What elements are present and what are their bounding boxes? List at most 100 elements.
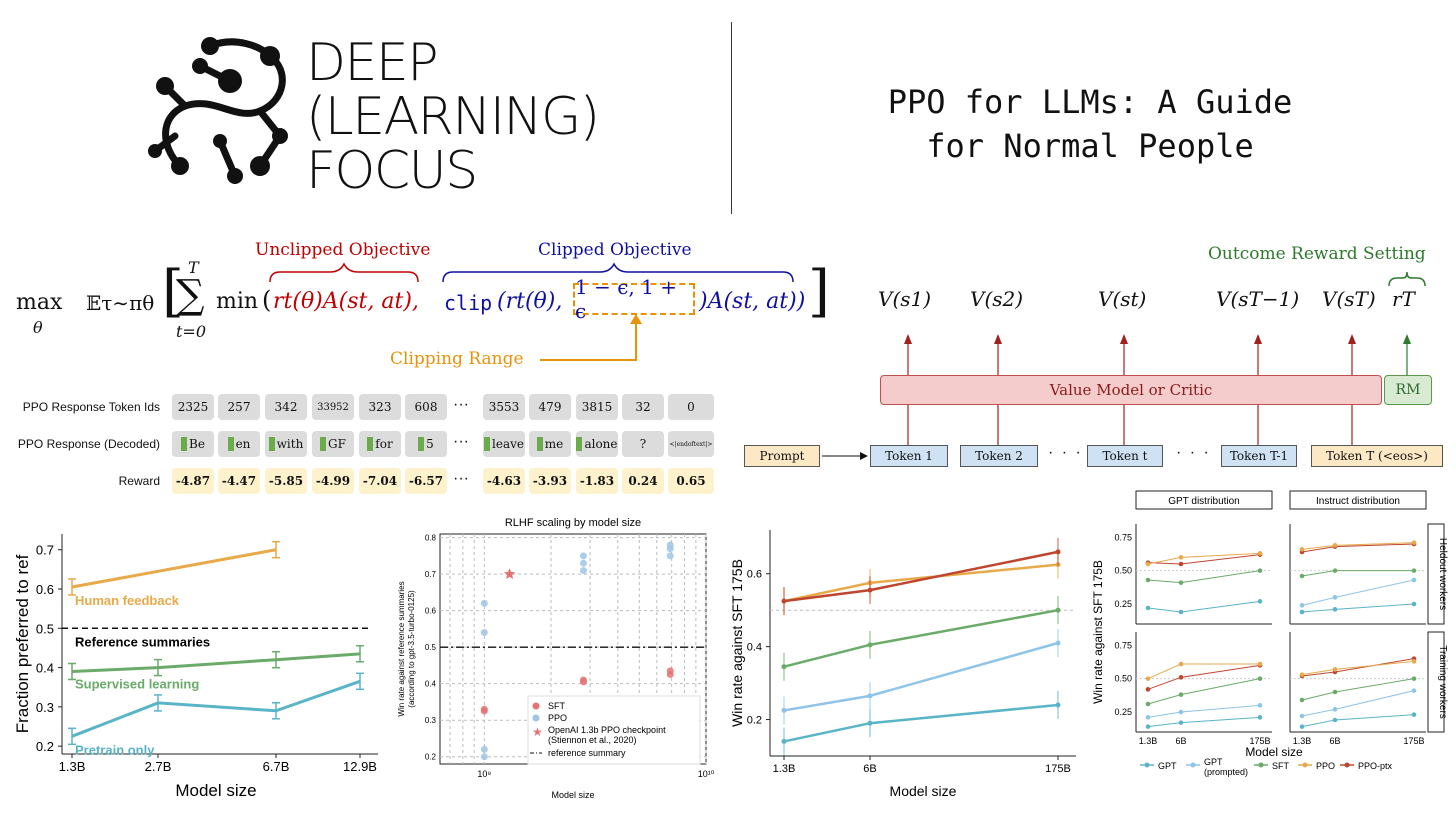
series-line (783, 608, 1059, 668)
outcome-brace (1388, 271, 1426, 287)
series-line (1301, 543, 1415, 553)
x-tick-label: 175B (1403, 736, 1424, 746)
data-point (1299, 697, 1305, 703)
y-tick-label: 0.6 (747, 569, 762, 581)
data-point (1178, 692, 1184, 697)
y-tick-label: 0.4 (36, 661, 54, 676)
token-text: -1.83 (579, 474, 615, 488)
legend-marker (1144, 762, 1150, 768)
token-text: 5 (426, 437, 434, 451)
token-text: 257 (227, 400, 251, 414)
series-line (1147, 663, 1260, 680)
expectation: 𝔼τ∼πθ (86, 291, 155, 315)
legend-marker (1302, 762, 1308, 768)
space-marker-icon (227, 437, 234, 451)
arrowhead-icon (1348, 334, 1356, 344)
token-text: 33952 (317, 401, 349, 413)
token-decoded-cell: with (265, 431, 307, 457)
data-point (867, 720, 873, 726)
series-line (71, 679, 361, 738)
data-point (1055, 549, 1061, 555)
token-ids-cell: 257 (218, 394, 260, 420)
rm-box: RM (1384, 375, 1432, 405)
min-operator: min (216, 289, 259, 314)
token-ids-cell: 0 (668, 394, 714, 420)
data-point (1178, 580, 1184, 585)
token-text: -6.57 (408, 474, 444, 488)
value-label-T: V(sT) (1322, 287, 1376, 311)
legend-label: OpenAI 1.3b PPO checkpoint (548, 725, 666, 735)
data-point (1332, 667, 1338, 672)
chart-rlhf-scaling: RLHF scaling by model size 0.2 0.3 0.4 0.5 0.… (397, 517, 715, 800)
series-line (1147, 600, 1261, 613)
token-ids-cell: 3553 (483, 394, 525, 420)
data-point (781, 664, 787, 670)
arrowhead-icon (860, 452, 868, 460)
token-decoded-cell: me (529, 431, 571, 457)
y-tick-label: 0.6 (36, 582, 54, 597)
token-rewards-cell: -5.85 (265, 468, 307, 494)
token-rewards-cell: -4.87 (172, 468, 214, 494)
x-axis-label: Model size (890, 783, 957, 799)
data-point (1178, 661, 1184, 667)
right-bracket: ] (808, 259, 830, 324)
y-tick-label: 0.4 (747, 642, 762, 654)
data-point (1178, 675, 1184, 680)
data-point (1145, 701, 1151, 707)
token-decoded-cell: for (359, 431, 401, 457)
value-label-T-1: V(sT−1) (1216, 287, 1300, 311)
data-point (781, 707, 787, 713)
series-line (783, 641, 1059, 712)
token-decoded-cell: leave (483, 431, 525, 457)
y-tick-label: 0.2 (425, 753, 437, 762)
series-line (783, 550, 1059, 603)
token-text: 0.24 (628, 474, 658, 488)
data-point (1178, 609, 1184, 615)
data-point (666, 545, 674, 553)
legend-marker (1258, 762, 1264, 768)
space-marker-icon (320, 437, 327, 451)
outcome-reward-label: Outcome Reward Setting (1208, 244, 1426, 264)
y-axis-label: Win rate against SFT 175B (1091, 560, 1105, 704)
data-point (1299, 573, 1305, 579)
logo-icon (148, 37, 288, 184)
column-title: GPT distribution (1168, 496, 1240, 507)
y-tick-label: 0.7 (36, 543, 54, 558)
max-operator: max (16, 290, 63, 315)
data-point (579, 559, 587, 567)
data-point (1411, 568, 1417, 573)
data-point (1145, 577, 1151, 583)
y-label-line: (according to gpt-3.5-turbo-0125) (407, 590, 416, 708)
header-divider (731, 22, 732, 214)
token-decoded-cell: 5 (405, 431, 447, 457)
space-marker-icon (484, 437, 490, 451)
y-tick-label: 0.2 (36, 739, 54, 754)
data-point (1145, 715, 1151, 720)
data-point (1299, 724, 1305, 729)
series-line (71, 652, 361, 673)
token-text: 3815 (581, 400, 613, 414)
space-marker-icon (576, 437, 583, 451)
series-line (1301, 603, 1415, 613)
brand-wordmark: DEEP (LEARNING) FOCUS (306, 36, 600, 198)
max-subscript: θ (33, 318, 43, 337)
value-label-1: V(s1) (878, 287, 932, 311)
legend-label: (prompted) (1204, 767, 1248, 777)
data-point (781, 598, 787, 604)
token-text: 479 (538, 400, 562, 414)
value-label-2: V(s2) (970, 287, 1024, 311)
row-label-ids: PPO Response Token Ids (22, 400, 160, 414)
legend-box (527, 695, 701, 765)
legend-marker (1344, 762, 1350, 768)
data-point (1145, 687, 1151, 692)
series-line (1147, 704, 1261, 718)
arrowhead-icon (1254, 334, 1262, 344)
x-tick-label: 2.7B (145, 759, 172, 774)
y-axis-label: Win rate against SFT 175B (729, 559, 745, 727)
row-label-reward: Reward (118, 474, 160, 488)
token-rewards-cell: -7.04 (359, 468, 401, 494)
data-point (1257, 568, 1263, 573)
data-point (1332, 543, 1338, 548)
data-point (1332, 568, 1338, 573)
token-box-1: Token 1 (870, 445, 948, 467)
